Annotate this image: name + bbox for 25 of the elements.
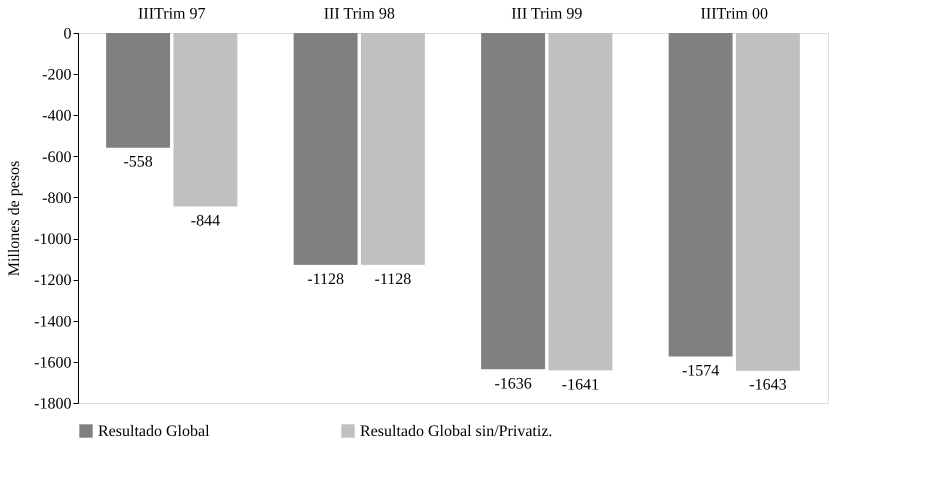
y-tick-label: -600 <box>42 148 72 166</box>
data-label: -1643 <box>749 376 787 394</box>
y-axis-title: Millones de pesos <box>6 160 24 276</box>
y-tick-label: -200 <box>42 66 72 84</box>
data-label: -1128 <box>374 270 412 288</box>
data-label: -1128 <box>307 270 344 288</box>
data-label: -1641 <box>562 376 600 394</box>
y-tick-label: -400 <box>42 108 72 125</box>
y-tick-label: 0 <box>64 26 72 42</box>
y-tick-label: -800 <box>42 190 72 207</box>
y-tick-label: -1000 <box>34 231 72 248</box>
x-tick-label: IIITrim 00 <box>700 6 768 22</box>
data-label: -558 <box>123 154 153 171</box>
data-label: -1574 <box>682 362 720 380</box>
data-label: -1636 <box>494 375 532 392</box>
legend-label: Resultado Global <box>98 423 210 440</box>
x-tick-label: IIITrim 97 <box>138 6 206 22</box>
y-tick-label: -1400 <box>34 313 72 330</box>
y-tick-label: -1600 <box>34 354 72 372</box>
x-tick-label: III Trim 98 <box>324 6 395 22</box>
legend-label: Resultado Global sin/Privatiz. <box>360 423 552 440</box>
y-tick-label: -1800 <box>34 396 72 412</box>
data-label: -844 <box>190 212 220 230</box>
y-tick-label: -1200 <box>34 272 72 290</box>
x-tick-label: III Trim 99 <box>511 6 582 22</box>
